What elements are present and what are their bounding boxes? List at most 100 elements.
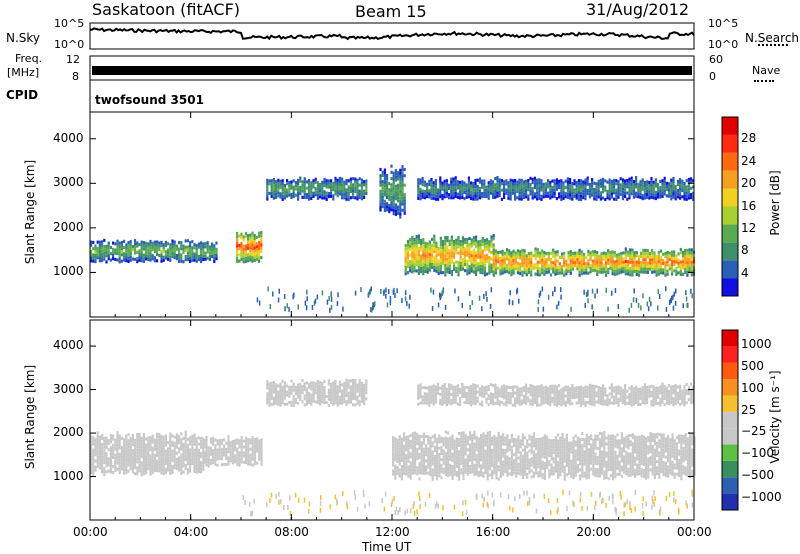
heatmap-cell — [684, 261, 687, 265]
heatmap-cell — [123, 255, 126, 259]
heatmap-cell — [427, 465, 430, 469]
heatmap-cell — [120, 247, 123, 251]
heatmap-cell — [279, 388, 282, 392]
heatmap-cell — [522, 192, 525, 196]
heatmap-cell — [589, 263, 592, 267]
heatmap-cell — [441, 181, 444, 185]
heatmap-cell — [527, 270, 531, 274]
heatmap-cell — [433, 268, 436, 272]
heatmap-cell — [175, 463, 178, 467]
heatmap-cell — [439, 249, 442, 253]
heatmap-cell — [268, 403, 271, 407]
heatmap-cell — [425, 471, 428, 475]
heatmap-cell — [617, 189, 620, 193]
heatmap-cell — [522, 186, 525, 190]
heatmap-cell — [162, 453, 165, 457]
heatmap-cell — [541, 476, 544, 480]
heatmap-cell — [94, 465, 97, 469]
heatmap-cell — [299, 394, 302, 398]
heatmap-cell — [646, 192, 649, 196]
heatmap-cell — [256, 449, 259, 453]
heatmap-cell — [236, 253, 239, 257]
heatmap-cell — [332, 181, 335, 185]
heatmap-cell — [461, 192, 464, 196]
heatmap-cell — [312, 182, 315, 186]
heatmap-cell — [674, 194, 677, 198]
heatmap-cell — [186, 471, 189, 475]
heatmap-cell — [624, 269, 627, 273]
heatmap-cell — [604, 258, 608, 262]
heatmap-cell — [582, 189, 585, 193]
heatmap-cell — [394, 443, 397, 447]
heatmap-cell — [414, 456, 417, 459]
heatmap-cell — [428, 179, 431, 183]
heatmap-cell — [567, 257, 570, 261]
heatmap-cell — [338, 395, 341, 399]
heatmap-cell — [521, 270, 524, 274]
heatmap-cell — [156, 259, 159, 263]
heatmap-cell — [162, 438, 165, 442]
scatter-cell — [385, 293, 387, 299]
heatmap-cell — [665, 194, 668, 198]
heatmap-cell — [312, 390, 315, 394]
heatmap-cell — [442, 246, 445, 250]
heatmap-cell — [557, 469, 560, 473]
heatmap-cell — [338, 398, 341, 402]
heatmap-cell — [297, 395, 300, 399]
scatter-cell — [380, 289, 382, 294]
heatmap-cell — [229, 441, 232, 445]
heatmap-cell — [486, 459, 489, 463]
heatmap-cell — [379, 174, 382, 178]
heatmap-cell — [193, 243, 196, 247]
heatmap-cell — [541, 252, 544, 256]
heatmap-cell — [409, 238, 412, 242]
heatmap-cell — [519, 454, 522, 458]
heatmap-cell — [203, 454, 206, 458]
heatmap-cell — [294, 181, 297, 185]
heatmap-cell — [520, 194, 523, 198]
heatmap-cell — [681, 195, 684, 199]
heatmap-cell — [381, 173, 384, 177]
heatmap-cell — [164, 458, 167, 462]
heatmap-cell — [514, 178, 517, 182]
heatmap-cell — [597, 195, 600, 199]
heatmap-cell — [204, 245, 207, 249]
heatmap-cell — [584, 190, 587, 194]
heatmap-cell — [244, 247, 247, 251]
scatter-cell — [305, 305, 308, 311]
heatmap-cell — [501, 268, 504, 272]
heatmap-cell — [580, 197, 583, 201]
heatmap-cell — [480, 458, 483, 462]
heatmap-cell — [436, 471, 439, 475]
heatmap-cell — [112, 465, 115, 469]
heatmap-cell — [103, 254, 106, 258]
heatmap-cell — [283, 381, 286, 385]
heatmap-cell — [666, 269, 669, 273]
heatmap-cell — [397, 183, 400, 187]
heatmap-cell — [292, 179, 295, 183]
heatmap-cell — [481, 249, 484, 253]
heatmap-cell — [473, 451, 476, 455]
heatmap-cell — [475, 241, 478, 245]
heatmap-cell — [515, 444, 518, 448]
heatmap-cell — [558, 179, 561, 183]
heatmap-cell — [462, 455, 465, 459]
heatmap-cell — [169, 444, 172, 448]
heatmap-cell — [521, 258, 524, 262]
heatmap-cell — [538, 254, 542, 258]
heatmap-cell — [247, 243, 250, 247]
heatmap-cell — [644, 264, 647, 268]
heatmap-cell — [90, 249, 93, 253]
heatmap-cell — [180, 459, 183, 463]
heatmap-cell — [441, 187, 444, 191]
heatmap-cell — [609, 260, 612, 264]
heatmap-cell — [299, 179, 302, 183]
heatmap-cell — [401, 165, 404, 169]
heatmap-cell — [116, 461, 119, 465]
heatmap-cell — [692, 179, 695, 183]
heatmap-cell — [431, 256, 434, 260]
heatmap-cell — [486, 446, 489, 450]
heatmap-cell — [281, 194, 284, 198]
heatmap-cell — [207, 449, 210, 453]
heatmap-cell — [123, 447, 126, 451]
